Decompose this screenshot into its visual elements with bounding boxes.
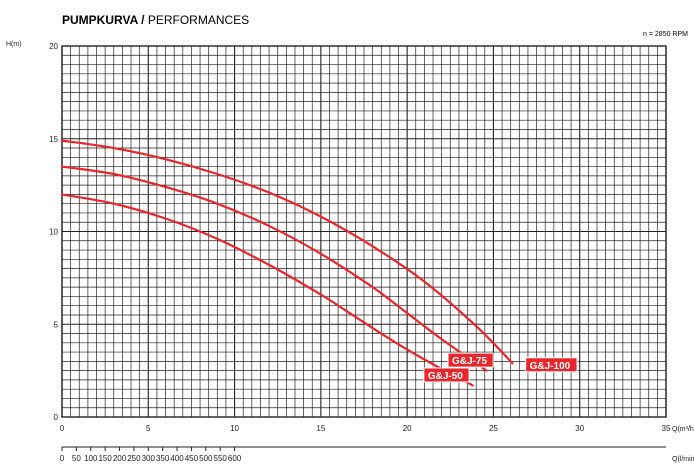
x2-tick-label: 300 <box>142 454 156 463</box>
y-tick-label: 5 <box>54 320 59 329</box>
chart-title-bold: PUMPKURVA <box>62 13 139 27</box>
curve-label: G&J-50 <box>423 367 470 383</box>
x2-tick-label: 150 <box>98 454 112 463</box>
y-tick-label: 10 <box>49 228 58 237</box>
y-tick-label: 20 <box>49 42 58 51</box>
plot-frame <box>61 45 667 418</box>
series-line <box>60 165 488 372</box>
curve-label-text: G&J-75 <box>452 356 487 367</box>
axes: 0 5 10 15 20 H(m) 0 5 10 15 20 25 30 35 Q(m³/h) 0 50 100 1… <box>6 41 694 463</box>
x2-tick-label: 400 <box>170 454 184 463</box>
curve-label-text: G&J-50 <box>428 371 463 382</box>
x2-tick-label: 500 <box>199 454 213 463</box>
x2-tick-label: 250 <box>127 454 141 463</box>
x2-tick-label: 100 <box>84 454 98 463</box>
curve-label-text: G&J-100 <box>530 361 571 372</box>
x2-axis-label: Q(l/min) <box>672 456 694 463</box>
curve-labels: G&J-50 G&J-75 G&J-100 <box>423 352 578 383</box>
curves <box>60 139 514 387</box>
x2-tick-label: 0 <box>60 454 65 463</box>
x2-tick-label: 350 <box>156 454 170 463</box>
y-tick-label: 15 <box>49 135 58 144</box>
x-tick-label: 25 <box>489 424 498 433</box>
chart-title-regular: PERFORMANCES <box>148 13 249 27</box>
series-line <box>60 139 514 365</box>
curve-label-box <box>423 367 470 383</box>
x2-tick-label: 450 <box>185 454 199 463</box>
x-axis-label: Q(m³/h) <box>672 426 694 433</box>
curve-label-box <box>447 352 494 368</box>
svg-text:PUMPKURVA / PERFORMANCES: PUMPKURVA / PERFORMANCES <box>62 13 249 27</box>
grid <box>61 45 667 418</box>
x-tick-label: 15 <box>316 424 325 433</box>
y-tick-label: 0 <box>54 413 59 422</box>
curve-label-box <box>525 357 578 373</box>
curve-label: G&J-75 <box>447 352 494 368</box>
x2-tick-label: 50 <box>72 454 81 463</box>
x-tick-label: 10 <box>230 424 239 433</box>
x-tick-label: 30 <box>575 424 584 433</box>
rpm-label: n = 2850 RPM <box>643 31 688 38</box>
x-tick-label: 20 <box>403 424 412 433</box>
x-tick-label: 0 <box>60 424 65 433</box>
chart-title-separator: / <box>138 13 148 27</box>
curve-label: G&J-100 <box>525 357 578 373</box>
y-axis-label: H(m) <box>6 41 22 48</box>
x2-tick-label: 550 <box>214 454 228 463</box>
x2-tick-label: 600 <box>228 454 242 463</box>
series-line <box>60 193 474 387</box>
x2-tick-label: 200 <box>113 454 127 463</box>
x-tick-label: 35 <box>662 424 671 433</box>
chart-title: PUMPKURVA / PERFORMANCES <box>62 13 249 27</box>
x-tick-label: 5 <box>146 424 151 433</box>
